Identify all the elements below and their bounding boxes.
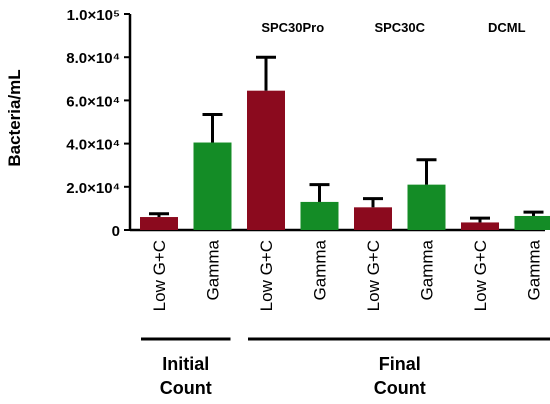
x-tick-label: Low G+C [471,240,490,311]
group-label: SPC30Pro [261,20,324,35]
bar [461,222,499,230]
x-tick-label: Low G+C [257,240,276,311]
axes [128,14,545,232]
group-labels: SPC30Pro SPC30C DCML [261,20,525,35]
y-tick-label: 8.0×10⁴ [66,50,120,67]
y-tick-label: 1.0×10⁵ [67,7,120,24]
bar [354,207,392,230]
y-tick-label: 2.0×10⁴ [66,180,120,197]
y-axis-label: Bacteria/mL [5,69,24,166]
x-tick-labels: Low G+C Gamma Low G+C Gamma Low G+C Gamma Low … [150,239,544,311]
bracket-label-line1: Initial [162,354,209,374]
group-label: SPC30C [374,20,425,35]
bracket-label-line1: Final [379,354,421,374]
x-tick-label: Low G+C [150,240,169,311]
y-tick-label: 0 [112,223,120,240]
x-tick-label: Gamma [311,239,330,300]
bar [514,215,550,230]
y-ticks: 0 2.0×10⁴ 4.0×10⁴ 6.0×10⁴ 8.0×10⁴ 1.0×10⁵ [66,7,130,240]
bar [247,90,285,231]
x-tick-label: Gamma [204,239,223,300]
bars [140,55,550,231]
y-tick-label: 4.0×10⁴ [66,137,120,154]
bracket-label-line2: Count [160,378,212,398]
bar [300,201,339,230]
bracket-label-line2: Count [374,378,426,398]
x-tick-label: Gamma [525,239,544,300]
brackets: Initial Count Final Count [141,337,550,398]
y-tick-label: 6.0×10⁴ [66,93,120,110]
bar [140,217,178,230]
x-tick-label: Gamma [418,239,437,300]
x-tick-label: Low G+C [364,240,383,311]
group-label: DCML [488,20,526,35]
bar [193,142,232,230]
bar [407,184,446,230]
